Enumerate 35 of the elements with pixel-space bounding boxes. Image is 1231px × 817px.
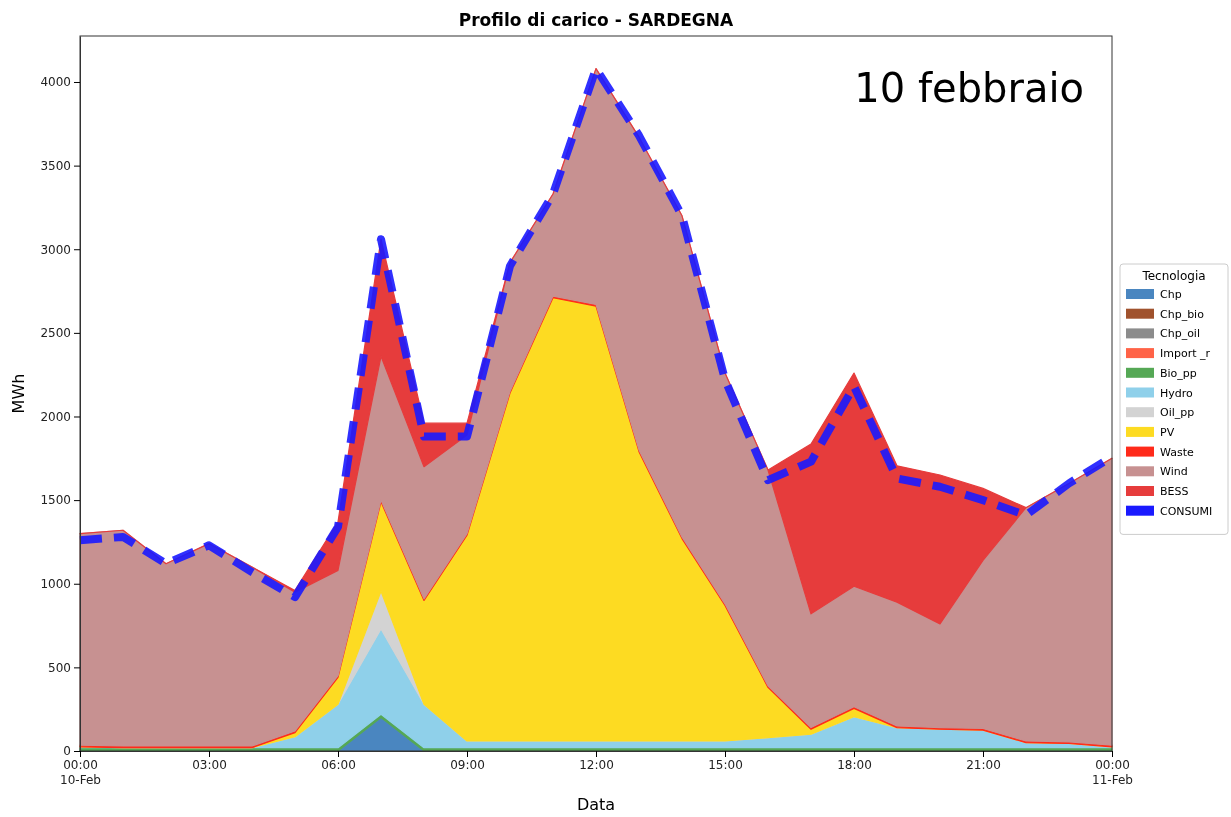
- legend-label: Chp_bio: [1160, 307, 1205, 321]
- y-tick-label: 1500: [40, 493, 71, 508]
- x-tick-label: 00:00 11-Feb: [1092, 758, 1133, 787]
- x-axis-title: Data: [576, 795, 616, 814]
- y-tick-label: 2500: [40, 326, 71, 341]
- x-tick-label: 21:00: [966, 758, 1001, 772]
- y-tick-label: 3500: [40, 158, 71, 173]
- y-tick-label: 4000: [40, 75, 71, 90]
- x-tick-label: 03:00: [192, 758, 227, 772]
- legend-label: Waste: [1160, 445, 1194, 459]
- x-tick-label: 15:00: [708, 758, 743, 772]
- annotation: 10 febbraio: [854, 65, 1084, 111]
- legend-label: BESS: [1160, 485, 1189, 498]
- legend-label: Hydro: [1160, 386, 1194, 400]
- y-tick-label: 3000: [40, 242, 71, 257]
- x-tick-label: 00:00 10-Feb: [60, 758, 101, 787]
- x-tick-label: 18:00: [837, 758, 872, 772]
- y-tick-label: 0: [63, 744, 71, 759]
- x-tick-label: 06:00: [321, 758, 356, 772]
- legend-label: CONSUMI: [1160, 504, 1213, 518]
- legend-title: Tecnologia: [1141, 269, 1206, 283]
- legend-label: Import _r: [1160, 347, 1211, 361]
- y-tick-label: 1000: [40, 577, 71, 592]
- legend-label: Chp_oil: [1160, 327, 1200, 341]
- y-tick-label: 500: [48, 660, 71, 675]
- y-tick-label: 2000: [40, 409, 71, 424]
- legend-label: Oil_pp: [1160, 406, 1195, 420]
- legend-label: Wind: [1160, 465, 1188, 479]
- legend-label: Chp: [1160, 288, 1182, 301]
- x-tick-label: 09:00: [450, 758, 485, 772]
- y-axis-title: MWh: [9, 373, 28, 414]
- legend-label: Bio_pp: [1160, 366, 1197, 380]
- x-tick-label: 12:00: [579, 758, 614, 772]
- legend-label: PV: [1160, 425, 1175, 439]
- chart-title: Profilo di carico - SARDEGNA: [458, 10, 735, 30]
